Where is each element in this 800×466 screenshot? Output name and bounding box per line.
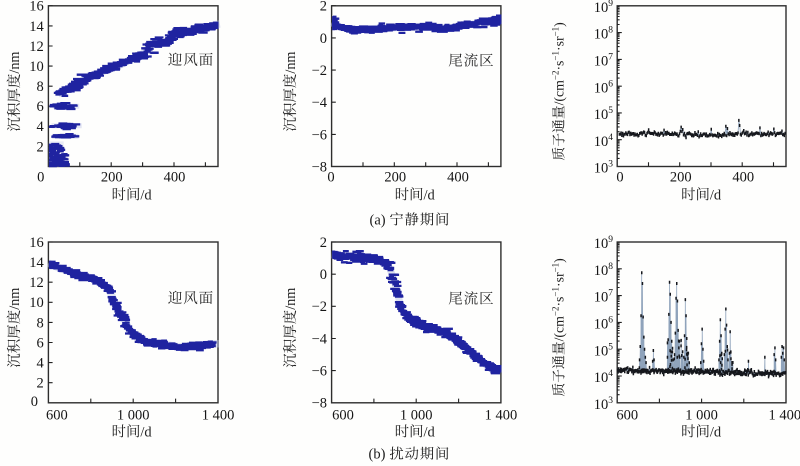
svg-text:1 400: 1 400 [768,408,800,424]
svg-text:12: 12 [29,275,44,291]
svg-text:8: 8 [37,79,44,95]
svg-text:14: 14 [29,255,44,271]
svg-text:1 400: 1 400 [202,408,235,424]
svg-text:600: 600 [46,408,68,424]
svg-text:/nm: /nm [7,288,23,310]
svg-text:0: 0 [37,169,44,185]
svg-text:(a): (a) [370,213,389,229]
svg-text:400: 400 [732,169,754,185]
svg-text:6: 6 [37,335,44,351]
svg-text:−6: −6 [312,364,327,380]
svg-text:2: 2 [37,376,44,392]
svg-text:1 000: 1 000 [685,408,718,424]
svg-text:1 400: 1 400 [485,408,518,424]
svg-text:−4: −4 [312,331,328,347]
svg-text:12: 12 [29,39,44,55]
svg-text:−4: −4 [312,95,328,111]
svg-text:/d: /d [710,187,722,203]
svg-text:0: 0 [320,267,327,283]
svg-text:14: 14 [29,19,44,35]
svg-text:/d: /d [424,424,436,440]
svg-text:400: 400 [164,169,186,185]
svg-text:/nm: /nm [7,52,23,74]
svg-text:/(cm−2·s−1·sr−1): /(cm−2·s−1·sr−1) [551,258,568,341]
svg-text:−2: −2 [312,63,327,79]
svg-text:−2: −2 [312,299,327,315]
svg-text:200: 200 [101,169,123,185]
svg-text:600: 600 [616,408,638,424]
svg-text:200: 200 [670,169,692,185]
svg-text:6: 6 [37,99,44,115]
svg-text:0: 0 [327,169,334,185]
svg-text:−6: −6 [312,127,327,143]
svg-text:2: 2 [320,235,327,251]
svg-text:10: 10 [29,59,44,75]
svg-text:1 000: 1 000 [400,408,433,424]
svg-text:/nm: /nm [283,52,299,74]
svg-text:−8: −8 [312,396,327,412]
svg-text:(b): (b) [369,447,389,463]
svg-text:/d: /d [710,424,722,440]
svg-text:0: 0 [320,31,327,47]
svg-text:0: 0 [31,394,38,410]
svg-text:−8: −8 [312,159,327,175]
svg-text:10: 10 [29,295,44,311]
svg-text:16: 16 [29,0,44,15]
svg-text:/d: /d [140,187,152,203]
svg-text:1 000: 1 000 [117,408,150,424]
svg-text:0: 0 [616,169,623,185]
svg-text:200: 200 [384,169,406,185]
svg-text:/(cm−2·s−1·sr−1): /(cm−2·s−1·sr−1) [551,22,568,105]
svg-text:8: 8 [37,315,44,331]
svg-text:600: 600 [332,408,354,424]
svg-text:400: 400 [447,169,469,185]
svg-text:/nm: /nm [283,288,299,310]
svg-text:16: 16 [29,235,44,251]
svg-text:4: 4 [37,119,45,135]
svg-text:4: 4 [37,356,45,372]
svg-text:/d: /d [424,187,436,203]
svg-text:2: 2 [320,0,327,15]
svg-text:/d: /d [140,424,152,440]
svg-text:2: 2 [37,139,44,155]
